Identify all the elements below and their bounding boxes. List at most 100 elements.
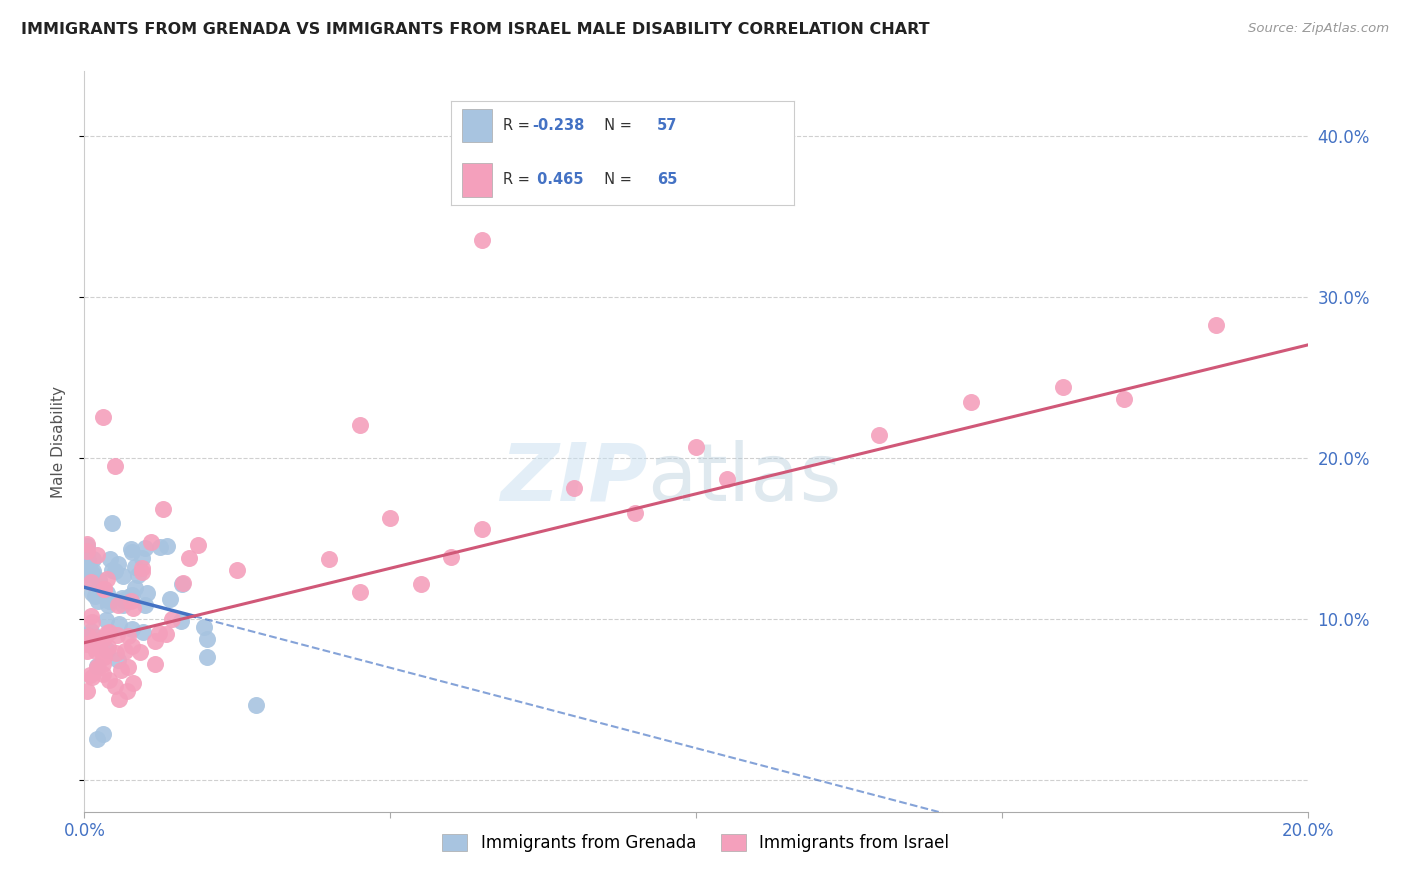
Point <box>380 511 402 525</box>
Point <box>131 565 153 579</box>
Point <box>79 574 101 589</box>
Text: ZIP: ZIP <box>499 440 647 517</box>
Point <box>90 633 112 648</box>
Point <box>152 501 174 516</box>
Point <box>195 649 218 664</box>
Point <box>96 626 118 640</box>
Point <box>98 552 121 566</box>
Point <box>114 592 136 607</box>
Point <box>108 616 131 631</box>
Point <box>76 536 98 550</box>
Point <box>76 628 98 642</box>
Point <box>624 506 647 520</box>
Point <box>86 660 108 674</box>
Point <box>80 566 103 581</box>
Point <box>115 684 138 698</box>
Point <box>121 600 143 615</box>
Point <box>87 594 110 608</box>
Point <box>156 539 179 553</box>
Point <box>136 586 159 600</box>
Point <box>96 598 118 612</box>
Point <box>98 594 121 608</box>
Point <box>349 585 371 599</box>
Point <box>318 551 340 566</box>
Point <box>80 615 103 630</box>
Point <box>127 568 149 582</box>
Point <box>97 625 120 640</box>
Point <box>84 644 107 658</box>
Point <box>1052 380 1074 394</box>
Point <box>117 629 139 643</box>
Point <box>170 614 193 628</box>
Point <box>148 626 170 640</box>
Point <box>96 572 118 586</box>
Point <box>104 458 127 473</box>
Point <box>76 544 98 558</box>
Point <box>86 636 108 650</box>
Y-axis label: Male Disability: Male Disability <box>51 385 66 498</box>
Point <box>122 676 145 690</box>
Point <box>82 564 104 578</box>
Point <box>149 540 172 554</box>
Point <box>93 582 115 596</box>
Point <box>86 732 108 747</box>
Point <box>107 598 129 612</box>
Point <box>94 614 117 628</box>
Point <box>86 658 108 673</box>
Point <box>245 698 267 712</box>
Point <box>111 591 134 606</box>
Point <box>177 551 200 566</box>
Point <box>562 481 585 495</box>
Point <box>120 594 142 608</box>
Point <box>84 589 107 603</box>
Point <box>121 545 143 559</box>
Point <box>93 649 115 664</box>
Point <box>128 644 150 658</box>
Point <box>90 646 112 660</box>
Point <box>91 667 114 681</box>
Point <box>96 643 118 657</box>
Point <box>107 652 129 666</box>
Point <box>685 440 707 454</box>
Point <box>97 640 120 655</box>
Point <box>101 516 124 530</box>
Point <box>869 428 891 442</box>
Point <box>193 620 215 634</box>
Point <box>159 591 181 606</box>
Point <box>76 684 98 698</box>
Point <box>134 541 156 555</box>
Point <box>80 609 103 624</box>
Point <box>471 233 494 247</box>
Point <box>76 637 98 651</box>
Point <box>143 657 166 672</box>
Point <box>100 563 122 577</box>
Text: IMMIGRANTS FROM GRENADA VS IMMIGRANTS FROM ISRAEL MALE DISABILITY CORRELATION CH: IMMIGRANTS FROM GRENADA VS IMMIGRANTS FR… <box>21 22 929 37</box>
Point <box>114 644 136 658</box>
Point <box>132 625 155 640</box>
Point <box>131 550 153 565</box>
Point <box>76 539 98 553</box>
Point <box>155 627 177 641</box>
Point <box>117 660 139 674</box>
Point <box>80 586 103 600</box>
Point <box>172 575 194 590</box>
Point <box>1114 392 1136 407</box>
Point <box>91 410 114 425</box>
Point <box>134 598 156 612</box>
Point <box>110 663 132 677</box>
Point <box>141 535 163 549</box>
Text: Source: ZipAtlas.com: Source: ZipAtlas.com <box>1249 22 1389 36</box>
Point <box>77 566 100 581</box>
Point <box>471 522 494 536</box>
Point <box>76 547 98 561</box>
Point <box>960 395 983 409</box>
Point <box>124 581 146 595</box>
Point <box>105 628 128 642</box>
Point <box>107 557 129 571</box>
Legend: Immigrants from Grenada, Immigrants from Israel: Immigrants from Grenada, Immigrants from… <box>436 828 956 859</box>
Point <box>112 568 135 582</box>
Point <box>80 624 103 638</box>
Point <box>104 679 127 693</box>
Point <box>409 577 432 591</box>
Point <box>716 472 738 486</box>
